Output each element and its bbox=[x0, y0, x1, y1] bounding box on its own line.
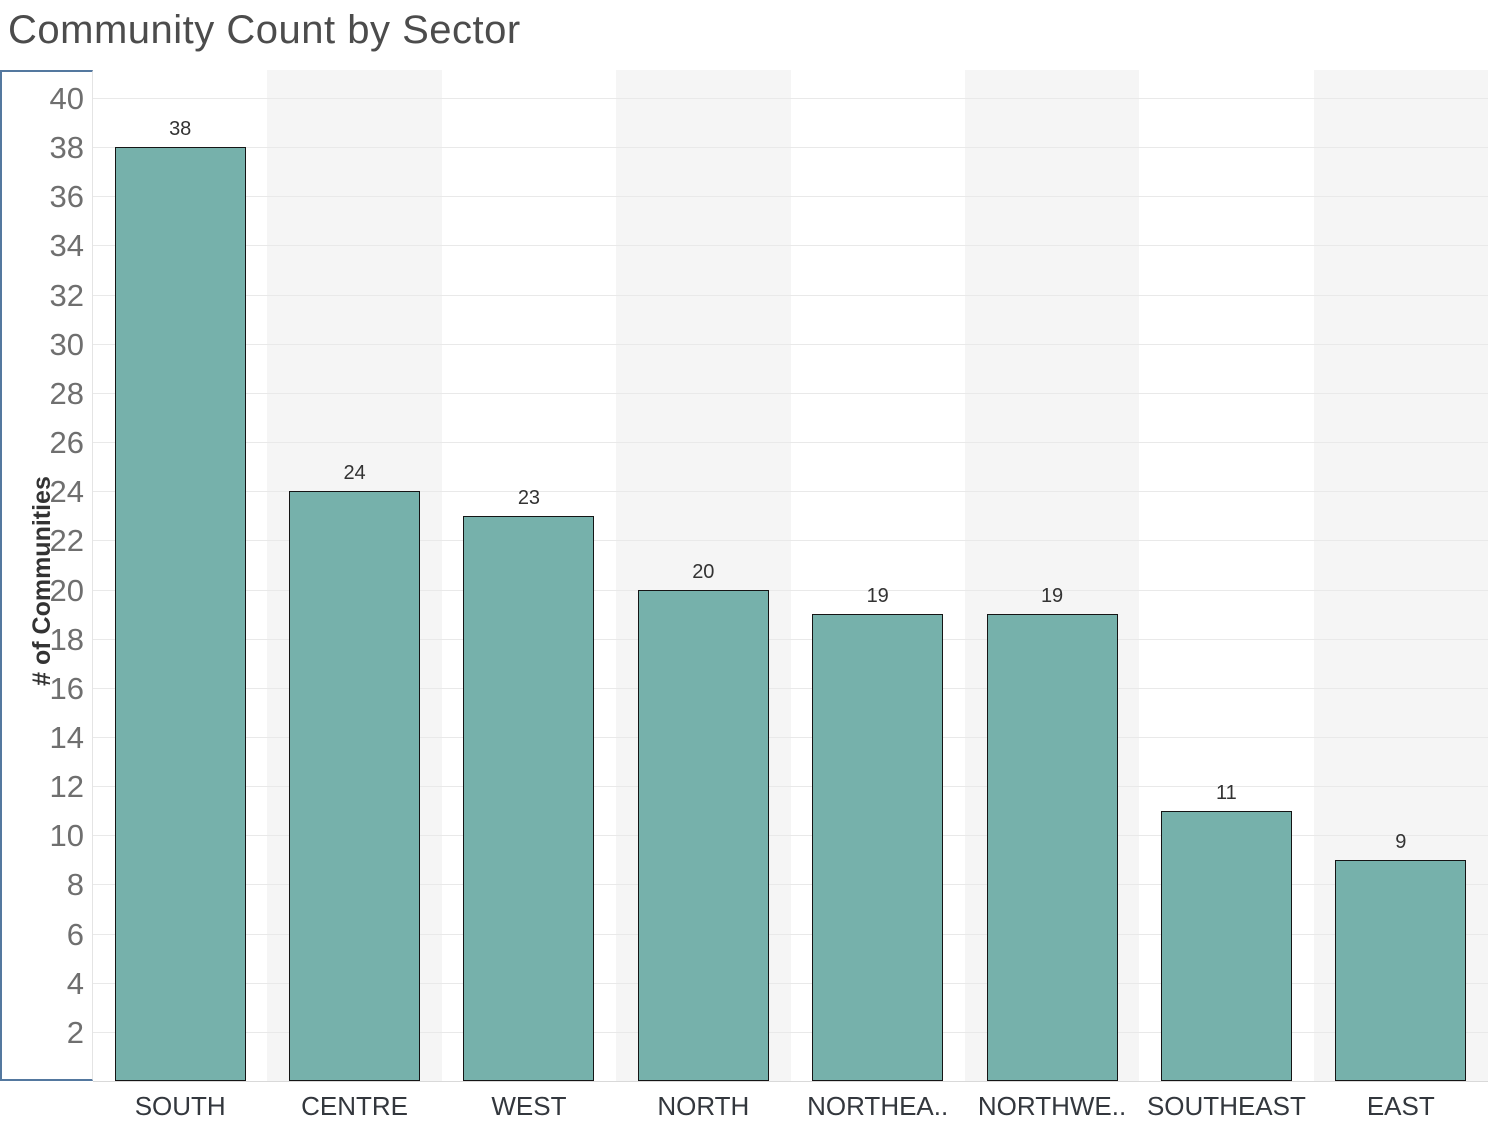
gridline-4 bbox=[93, 982, 1488, 984]
category-label-south[interactable]: SOUTH bbox=[134, 1091, 226, 1121]
y-tick-label-32: 32 bbox=[49, 277, 84, 313]
x-axis-labels: SOUTH CENTRE WEST NORTH NORTHEA.. NORTHWE.. SO… bbox=[93, 1082, 1488, 1126]
bar-value-label-centre: 24 bbox=[343, 462, 366, 485]
y-tick-label-36: 36 bbox=[49, 179, 84, 215]
gridline-2 bbox=[93, 1031, 1488, 1033]
gridline-20 bbox=[93, 589, 1488, 591]
plot-area: 38 24 23 20 19 19 11 9 bbox=[93, 70, 1488, 1082]
y-tick-label-16: 16 bbox=[49, 670, 84, 706]
gridline-40 bbox=[93, 98, 1488, 99]
gridline-24 bbox=[93, 491, 1488, 493]
bar-west[interactable] bbox=[463, 515, 595, 1081]
gridline-8 bbox=[93, 884, 1488, 886]
category-label-west[interactable]: WEST bbox=[491, 1091, 567, 1121]
bar-value-label-east: 9 bbox=[1395, 830, 1407, 853]
gridline-16 bbox=[93, 687, 1488, 689]
gridline-28 bbox=[93, 392, 1488, 394]
gridline-10 bbox=[93, 835, 1488, 837]
y-tick-label-34: 34 bbox=[49, 228, 84, 264]
y-tick-label-14: 14 bbox=[49, 719, 84, 755]
y-tick-label-22: 22 bbox=[49, 523, 84, 559]
gridline-38 bbox=[93, 147, 1488, 149]
y-tick-label-38: 38 bbox=[49, 130, 84, 166]
chart-title: Community Count by Sector bbox=[8, 8, 521, 52]
bar-southeast[interactable] bbox=[1160, 810, 1292, 1081]
y-axis-panel[interactable]: # of Communities 2 4 6 8 10 12 14 16 18 20 22 24 26 2… bbox=[0, 70, 93, 1081]
y-tick-label-4: 4 bbox=[66, 965, 84, 1001]
bar-value-label-southeast: 11 bbox=[1216, 781, 1237, 804]
y-tick-label-30: 30 bbox=[49, 326, 84, 362]
bar-north[interactable] bbox=[637, 589, 769, 1081]
bar-value-label-west: 23 bbox=[517, 486, 541, 509]
y-tick-label-20: 20 bbox=[49, 572, 84, 608]
y-tick-label-10: 10 bbox=[49, 818, 84, 854]
y-tick-label-2: 2 bbox=[66, 1014, 84, 1050]
category-label-north[interactable]: NORTH bbox=[657, 1091, 750, 1121]
gridline-34 bbox=[93, 245, 1488, 247]
gridline-26 bbox=[93, 442, 1488, 444]
y-tick-label-12: 12 bbox=[49, 769, 84, 805]
y-tick-label-6: 6 bbox=[66, 916, 84, 952]
y-tick-label-28: 28 bbox=[49, 375, 84, 411]
y-tick-label-26: 26 bbox=[49, 425, 84, 461]
gridline-18 bbox=[93, 638, 1488, 640]
category-label-northea[interactable]: NORTHEA.. bbox=[807, 1091, 949, 1121]
gridline-12 bbox=[93, 786, 1488, 788]
y-tick-label-18: 18 bbox=[49, 621, 84, 657]
category-label-northwe[interactable]: NORTHWE.. bbox=[977, 1091, 1127, 1121]
bar-northwe[interactable] bbox=[986, 614, 1118, 1081]
bar-value-label-north: 20 bbox=[692, 560, 715, 583]
gridline-6 bbox=[93, 933, 1488, 935]
gridline-32 bbox=[93, 294, 1488, 296]
bar-centre[interactable] bbox=[289, 491, 421, 1081]
bar-value-label-northwe: 19 bbox=[1040, 585, 1064, 608]
bar-east[interactable] bbox=[1335, 859, 1467, 1081]
category-label-centre[interactable]: CENTRE bbox=[301, 1091, 409, 1121]
y-tick-label-24: 24 bbox=[49, 474, 84, 510]
y-tick-label-8: 8 bbox=[66, 867, 84, 903]
gridline-22 bbox=[93, 540, 1488, 542]
gridline-36 bbox=[93, 196, 1488, 198]
y-tick-label-40: 40 bbox=[49, 81, 84, 116]
gridline-14 bbox=[93, 736, 1488, 738]
bar-northea[interactable] bbox=[812, 614, 944, 1081]
bar-south[interactable] bbox=[114, 147, 246, 1081]
gridline-30 bbox=[93, 343, 1488, 345]
bar-value-label-northea: 19 bbox=[866, 585, 889, 608]
bar-value-label-south: 38 bbox=[169, 118, 192, 141]
category-label-east[interactable]: EAST bbox=[1366, 1091, 1435, 1121]
category-label-southeast[interactable]: SOUTHEAST bbox=[1146, 1091, 1306, 1121]
